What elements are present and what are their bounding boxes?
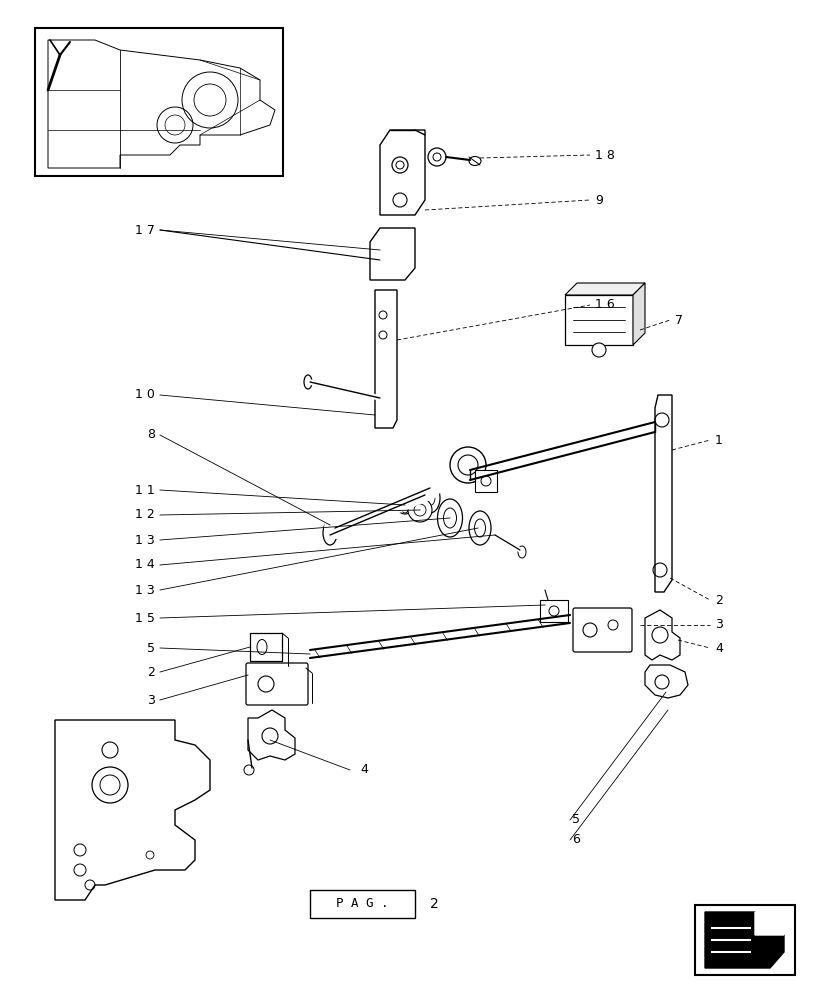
Bar (250, 633, 282, 661)
FancyBboxPatch shape (572, 608, 631, 652)
Polygon shape (375, 290, 396, 428)
Ellipse shape (437, 499, 462, 537)
Text: 9: 9 (595, 194, 602, 207)
Text: 1 0: 1 0 (135, 388, 155, 401)
Bar (539, 600, 567, 622)
Text: 1 3: 1 3 (135, 584, 155, 596)
Text: 5: 5 (571, 813, 579, 826)
Text: 1 8: 1 8 (595, 149, 614, 162)
Text: 1 7: 1 7 (135, 224, 155, 236)
Ellipse shape (323, 521, 337, 545)
Text: 1 3: 1 3 (135, 534, 155, 546)
Text: 1 5: 1 5 (135, 611, 155, 624)
Polygon shape (55, 720, 210, 900)
Text: P A G .: P A G . (335, 897, 388, 910)
Circle shape (449, 447, 485, 483)
Text: 4: 4 (360, 763, 367, 776)
Circle shape (92, 767, 128, 803)
Circle shape (408, 498, 432, 522)
Bar (564, 295, 632, 345)
Text: 4: 4 (715, 642, 722, 654)
Ellipse shape (419, 483, 439, 513)
Text: 1 6: 1 6 (595, 298, 614, 312)
Bar (694, 905, 794, 975)
Text: 3: 3 (715, 618, 722, 632)
Text: 2: 2 (715, 593, 722, 606)
Polygon shape (370, 228, 414, 280)
Polygon shape (380, 130, 424, 215)
Ellipse shape (304, 375, 312, 389)
Ellipse shape (400, 497, 409, 513)
Polygon shape (704, 912, 783, 968)
Text: 8: 8 (147, 428, 155, 442)
Text: 1 1: 1 1 (135, 484, 155, 496)
Ellipse shape (468, 157, 480, 166)
Ellipse shape (468, 511, 490, 545)
Bar (35, 28, 283, 176)
Polygon shape (248, 710, 294, 760)
Polygon shape (644, 610, 679, 660)
Text: 1: 1 (715, 434, 722, 446)
Polygon shape (754, 912, 783, 935)
Text: 2: 2 (147, 666, 155, 678)
Text: 2: 2 (429, 897, 438, 911)
Text: 5: 5 (147, 642, 155, 654)
Ellipse shape (518, 546, 525, 558)
Circle shape (395, 496, 414, 514)
Polygon shape (654, 395, 672, 592)
Polygon shape (564, 283, 644, 295)
Text: 7: 7 (674, 314, 682, 326)
Bar (309, 890, 414, 918)
Polygon shape (644, 665, 687, 698)
Text: 3: 3 (147, 694, 155, 706)
Text: 1 2: 1 2 (135, 508, 155, 522)
Polygon shape (632, 283, 644, 345)
Text: 1 4: 1 4 (135, 558, 155, 572)
Circle shape (591, 343, 605, 357)
FancyBboxPatch shape (246, 663, 308, 705)
Bar (475, 470, 496, 492)
Text: 6: 6 (571, 833, 579, 846)
